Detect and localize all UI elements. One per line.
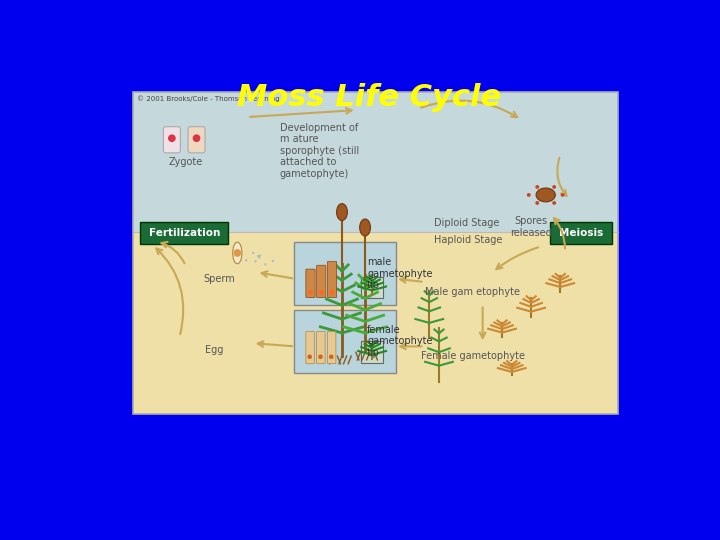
Bar: [361, 276, 383, 298]
FancyBboxPatch shape: [306, 269, 315, 298]
FancyBboxPatch shape: [294, 242, 396, 305]
FancyBboxPatch shape: [163, 127, 180, 153]
Circle shape: [307, 354, 312, 359]
Circle shape: [308, 290, 312, 294]
Circle shape: [561, 193, 564, 197]
Circle shape: [257, 255, 259, 258]
Circle shape: [233, 249, 241, 257]
Circle shape: [330, 290, 334, 294]
Circle shape: [258, 256, 261, 259]
Ellipse shape: [233, 242, 242, 264]
Circle shape: [271, 260, 274, 262]
Text: Sperm: Sperm: [204, 274, 235, 284]
Text: male
gametophyte
tip: male gametophyte tip: [367, 257, 433, 291]
Circle shape: [264, 263, 266, 266]
Bar: [133, 92, 618, 414]
Text: Male gam etophyte: Male gam etophyte: [426, 287, 521, 296]
Circle shape: [193, 134, 200, 142]
Circle shape: [552, 201, 556, 205]
Circle shape: [329, 354, 333, 359]
FancyBboxPatch shape: [550, 222, 611, 244]
Text: Haploid Stage: Haploid Stage: [433, 235, 502, 245]
Circle shape: [319, 290, 323, 294]
Text: Fertilization: Fertilization: [148, 228, 220, 238]
Text: Diploid Stage: Diploid Stage: [433, 218, 499, 228]
Ellipse shape: [536, 188, 555, 202]
Circle shape: [259, 254, 261, 256]
FancyBboxPatch shape: [317, 332, 325, 364]
Circle shape: [245, 259, 248, 261]
Circle shape: [536, 185, 539, 189]
Circle shape: [168, 134, 176, 142]
Circle shape: [252, 252, 254, 254]
Text: Spores
released: Spores released: [510, 217, 552, 238]
Ellipse shape: [360, 219, 371, 236]
Text: female
gametophyte
tip: female gametophyte tip: [367, 325, 433, 358]
Text: Zygote: Zygote: [168, 157, 203, 167]
Bar: [361, 341, 383, 362]
Text: © 2001 Brooks/Cole - Thomson Learning: © 2001 Brooks/Cole - Thomson Learning: [138, 96, 280, 103]
Text: Female gametophyte: Female gametophyte: [421, 351, 525, 361]
Circle shape: [536, 201, 539, 205]
Bar: [133, 92, 618, 232]
Circle shape: [254, 260, 256, 262]
FancyBboxPatch shape: [188, 127, 205, 153]
FancyBboxPatch shape: [294, 310, 396, 373]
Circle shape: [318, 354, 323, 359]
Text: Development of
m ature
sporophyte (still
attached to
gametophyte): Development of m ature sporophyte (still…: [279, 123, 359, 179]
Text: Egg: Egg: [205, 345, 223, 355]
Circle shape: [527, 193, 531, 197]
FancyBboxPatch shape: [328, 332, 336, 364]
Circle shape: [552, 185, 556, 189]
FancyBboxPatch shape: [328, 261, 337, 298]
Text: Moss Life Cycle: Moss Life Cycle: [237, 83, 501, 112]
FancyBboxPatch shape: [306, 332, 315, 364]
Ellipse shape: [336, 204, 347, 220]
Bar: [133, 232, 618, 414]
Text: Meiosis: Meiosis: [559, 228, 603, 238]
FancyBboxPatch shape: [317, 265, 326, 298]
FancyBboxPatch shape: [140, 222, 228, 244]
